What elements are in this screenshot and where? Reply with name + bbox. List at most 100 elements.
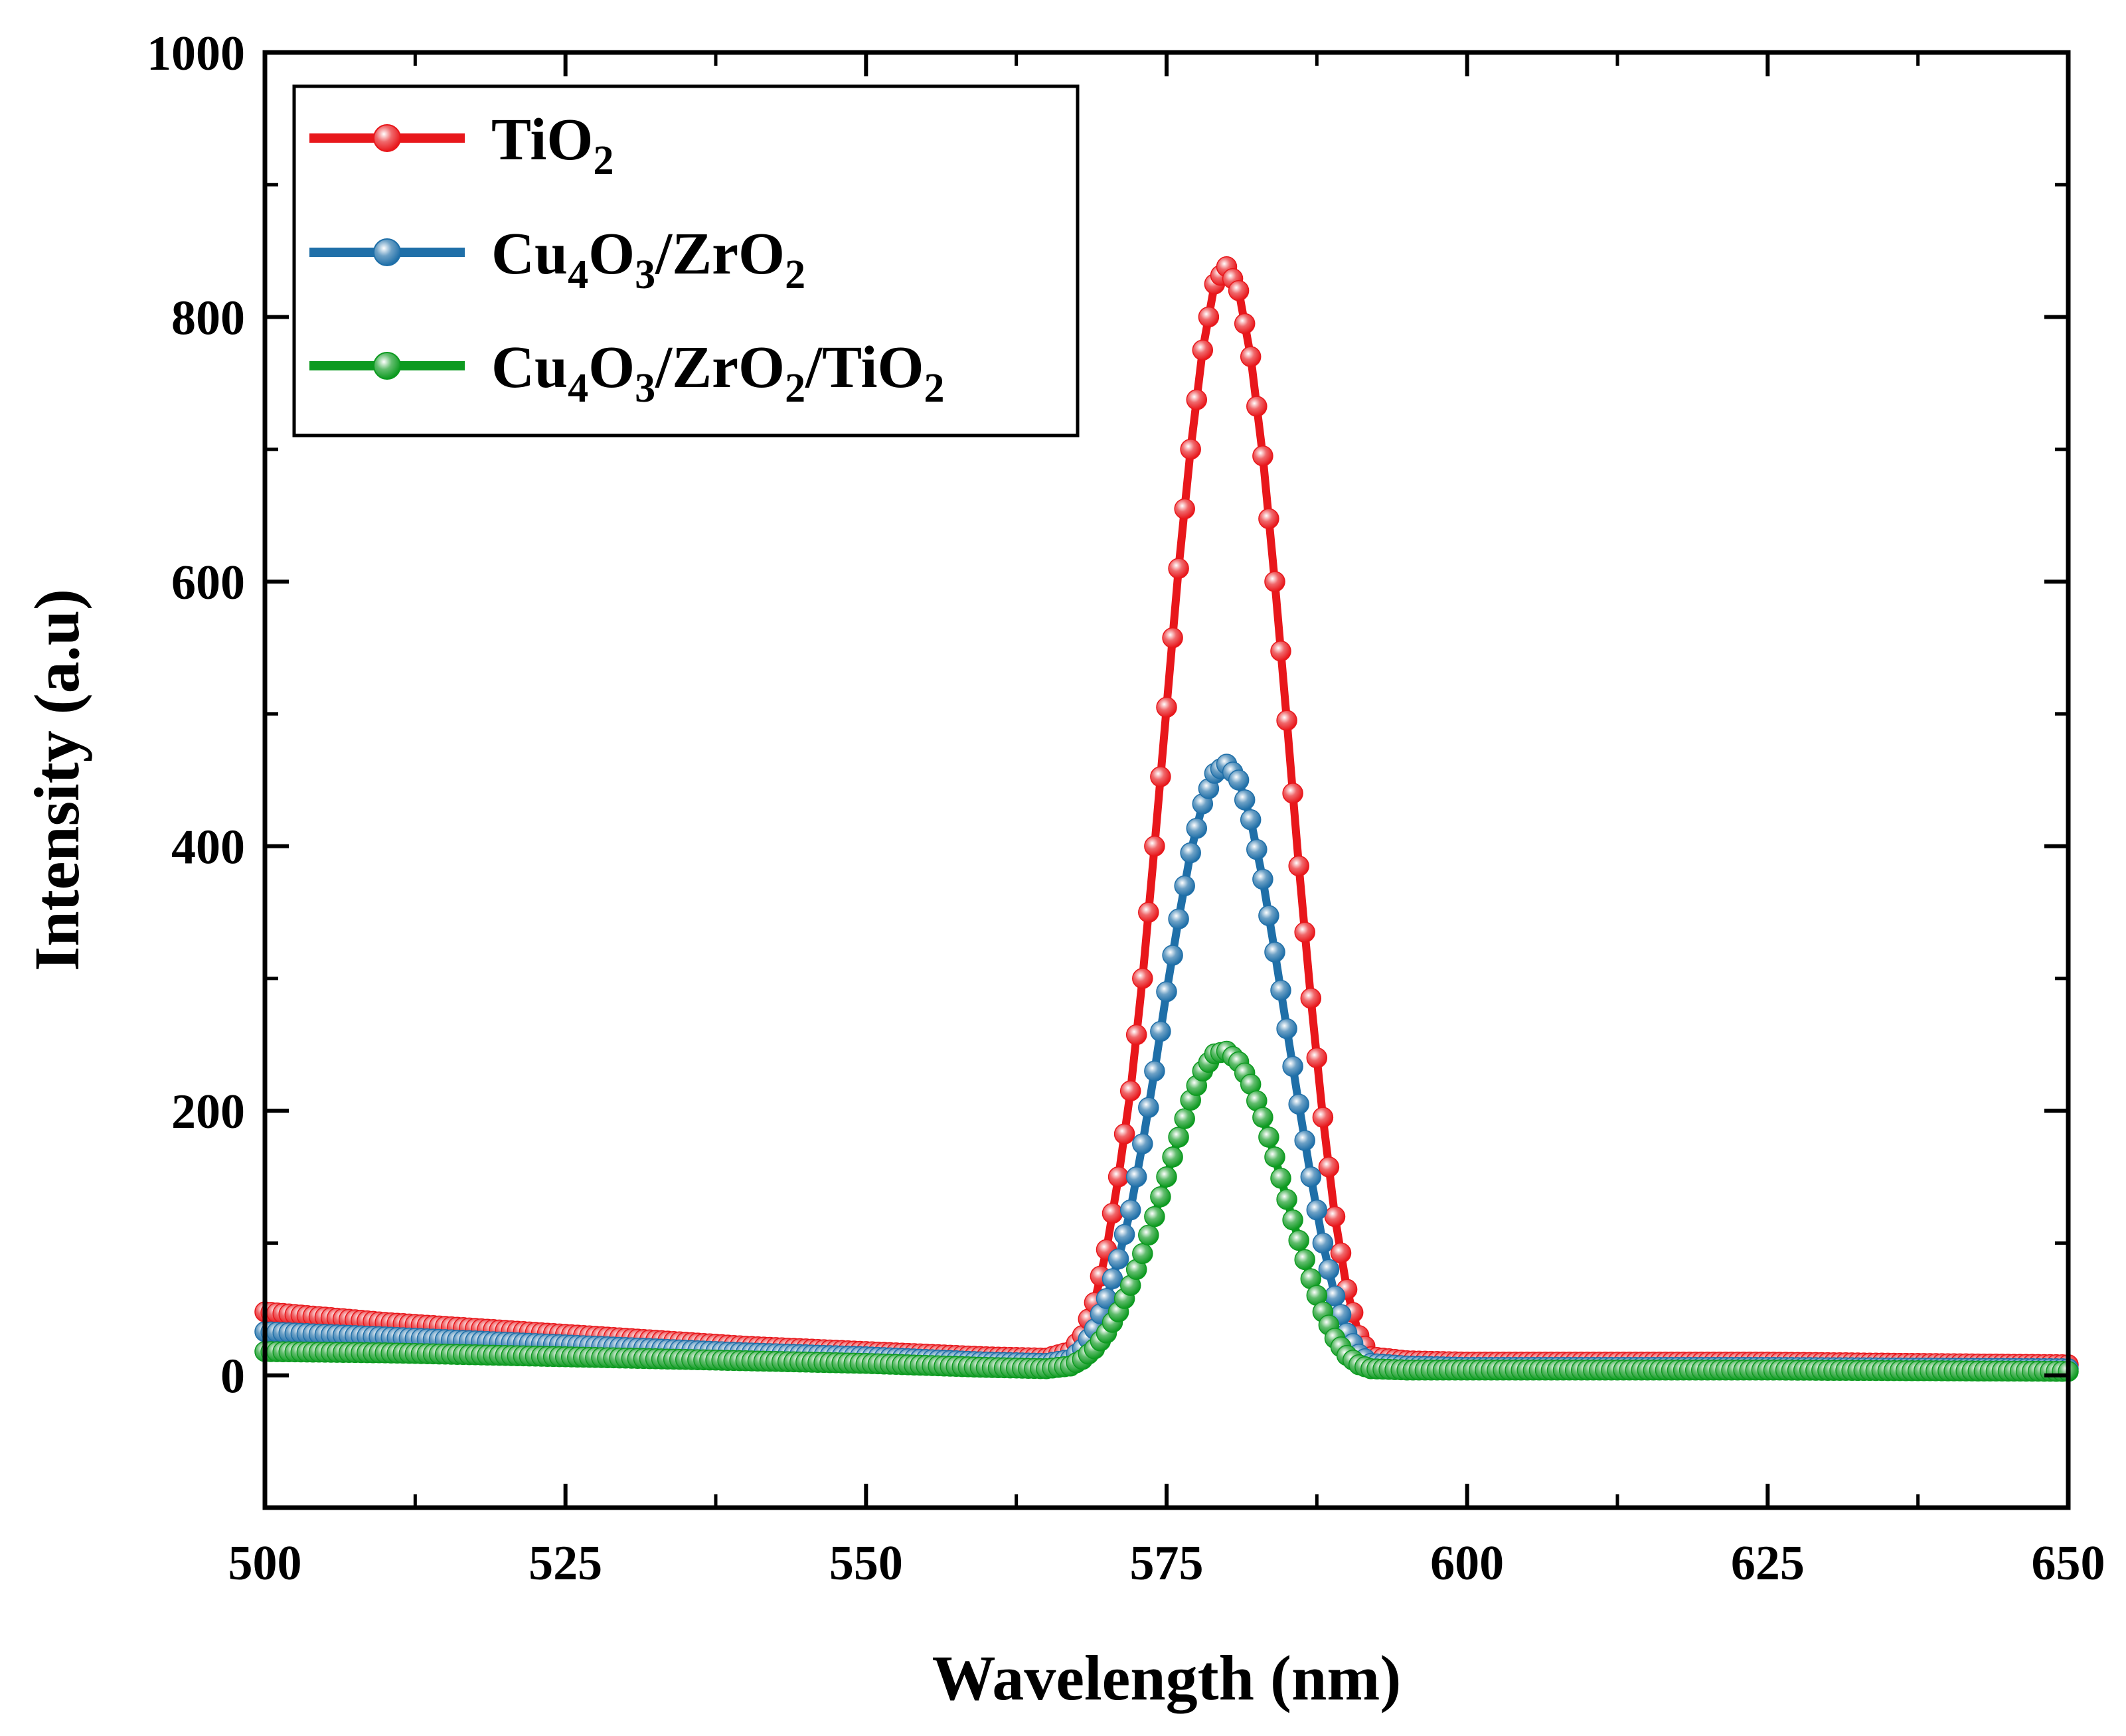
data-point [1246,838,1267,860]
data-point [1234,789,1256,811]
data-point [1144,835,1165,857]
data-point [1264,941,1285,963]
data-point [1282,1056,1303,1077]
data-point [1138,1224,1159,1246]
data-point [1324,1206,1346,1227]
data-point [1288,1229,1309,1251]
data-point [1150,766,1171,787]
data-point [1270,980,1291,1001]
data-point [1162,945,1183,966]
x-axis-title: Wavelength (nm) [932,1642,1402,1713]
data-point [1246,396,1267,417]
data-point [1156,696,1177,718]
data-point [1180,439,1201,460]
data-point [1102,1268,1123,1290]
data-point [1156,1166,1177,1188]
data-point [1300,1166,1322,1188]
y-tick-label: 400 [171,821,245,875]
data-point [1258,1127,1279,1148]
data-point [1276,710,1297,732]
data-point [1264,571,1285,592]
data-point [1318,1156,1340,1178]
data-point [1113,1223,1135,1245]
series-cu4o3-zro2 [254,753,2079,1380]
data-point [1252,1107,1273,1128]
data-point [1252,445,1273,467]
legend-marker [373,124,401,152]
data-point [1294,921,1315,943]
legend-entry: TiO2 [309,107,613,183]
labels-layer: 500 525 550 575 600 625 650 0 200 400 600 800 1000 [147,27,2105,1591]
data-point [1228,279,1250,301]
x-tick-label: 500 [228,1536,302,1591]
data-point [1156,981,1177,1002]
data-point [1162,627,1183,649]
data-point [1288,855,1309,877]
legend-box [292,84,1080,437]
data-point [1180,842,1201,864]
data-point [1113,1123,1135,1144]
data-point [1282,783,1303,804]
data-point [1138,902,1159,923]
data-point [1330,1242,1352,1264]
data-point [1270,1168,1291,1189]
y-tick-label: 800 [171,291,245,346]
legend-label: TiO2 [491,107,613,183]
data-point [1294,1130,1315,1151]
legend-label: Cu4O3/ZrO2/TiO2 [491,335,945,411]
legend-entries: TiO2 Cu4O3/ZrO2 Cu4O3/ZrO2/TiO2 [309,107,945,411]
data-point [1234,313,1256,335]
y-tick-label: 0 [220,1350,245,1404]
data-point [1294,1249,1315,1271]
y-tick-label: 1000 [147,27,245,81]
series-line [264,760,2069,1373]
legend-marker [373,352,401,380]
data-point [1119,1080,1141,1102]
data-point [1102,1202,1123,1224]
legend: TiO2 Cu4O3/ZrO2 Cu4O3/ZrO2/TiO2 [292,84,1080,437]
data-point [1282,1209,1303,1231]
ticks-layer [263,50,2070,1510]
data-point [1240,346,1262,368]
x-tick-label: 600 [1430,1536,1504,1591]
data-point [1144,1060,1165,1082]
y-tick-label: 600 [171,556,245,610]
data-point [1162,1146,1183,1168]
data-point [1300,988,1322,1009]
data-point [1252,868,1273,890]
data-point [1168,1127,1189,1148]
data-point [1318,1259,1340,1281]
data-point [1107,1166,1129,1188]
data-point [1107,1248,1129,1270]
legend-label: Cu4O3/ZrO2 [491,221,805,297]
legend-marker [373,238,401,266]
y-axis-title: Intensity (a.u) [21,589,92,971]
data-point [1312,1232,1334,1254]
data-point [1258,508,1279,530]
y-tick-label: 200 [171,1085,245,1139]
data-point [1186,817,1208,839]
data-point [1150,1186,1171,1208]
data-point [1276,1188,1297,1210]
data-point [1192,339,1214,361]
data-point [1132,1243,1153,1265]
data-point [1132,968,1153,989]
series-layer [254,256,2079,1382]
x-tick-label: 575 [1130,1536,1204,1591]
legend-entry: Cu4O3/ZrO2/TiO2 [309,335,945,411]
data-point [1144,1206,1165,1227]
data-point [1186,389,1208,410]
data-point [1306,1047,1328,1069]
x-tick-label: 550 [829,1536,903,1591]
data-point [1174,875,1195,897]
data-point [1125,1166,1147,1188]
data-point [1125,1024,1147,1046]
data-point [1312,1107,1334,1128]
data-point [1150,1020,1171,1042]
data-point [1168,558,1189,579]
data-point [1306,1199,1328,1221]
data-point [1174,498,1195,520]
data-point [1288,1093,1309,1115]
x-tick-label: 625 [1731,1536,1805,1591]
